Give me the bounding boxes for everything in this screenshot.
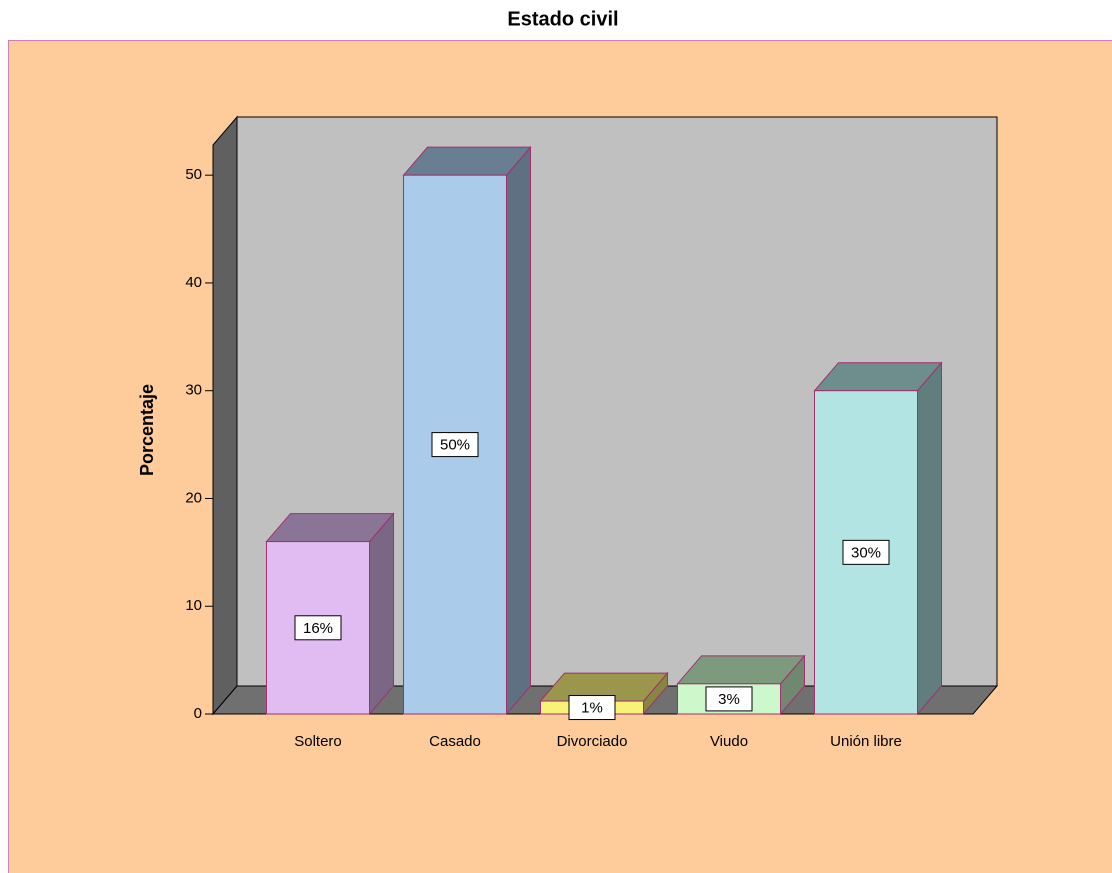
y-tick-label: 30 <box>185 382 202 399</box>
x-tick-label: Unión libre <box>830 733 902 750</box>
x-tick-label: Divorciado <box>557 733 628 750</box>
value-label: 16% <box>303 620 333 637</box>
value-label-box <box>294 615 342 641</box>
y-axis-label: Porcentaje <box>137 384 157 476</box>
y-tick-label: 10 <box>185 597 202 614</box>
chart-title: Estado civil <box>507 8 618 30</box>
x-tick-label: Viudo <box>710 733 748 750</box>
side-wall <box>212 115 238 716</box>
bar-side <box>917 361 942 716</box>
value-label-box <box>431 432 479 458</box>
y-tick-label: 20 <box>185 489 202 506</box>
bar-side <box>369 512 394 716</box>
value-label-box <box>705 686 753 712</box>
x-tick-label: Casado <box>429 733 481 750</box>
y-tick-label: 0 <box>194 705 202 722</box>
y-tick-label: 40 <box>185 274 202 291</box>
y-tick-label: 50 <box>185 166 202 183</box>
bar-side <box>506 145 531 716</box>
value-label-box <box>842 539 890 565</box>
value-label: 3% <box>718 691 740 708</box>
value-label: 50% <box>440 437 470 454</box>
value-label: 1% <box>581 700 603 717</box>
value-label-box <box>568 695 616 721</box>
x-tick-label: Soltero <box>294 733 342 750</box>
value-label: 30% <box>851 544 881 561</box>
